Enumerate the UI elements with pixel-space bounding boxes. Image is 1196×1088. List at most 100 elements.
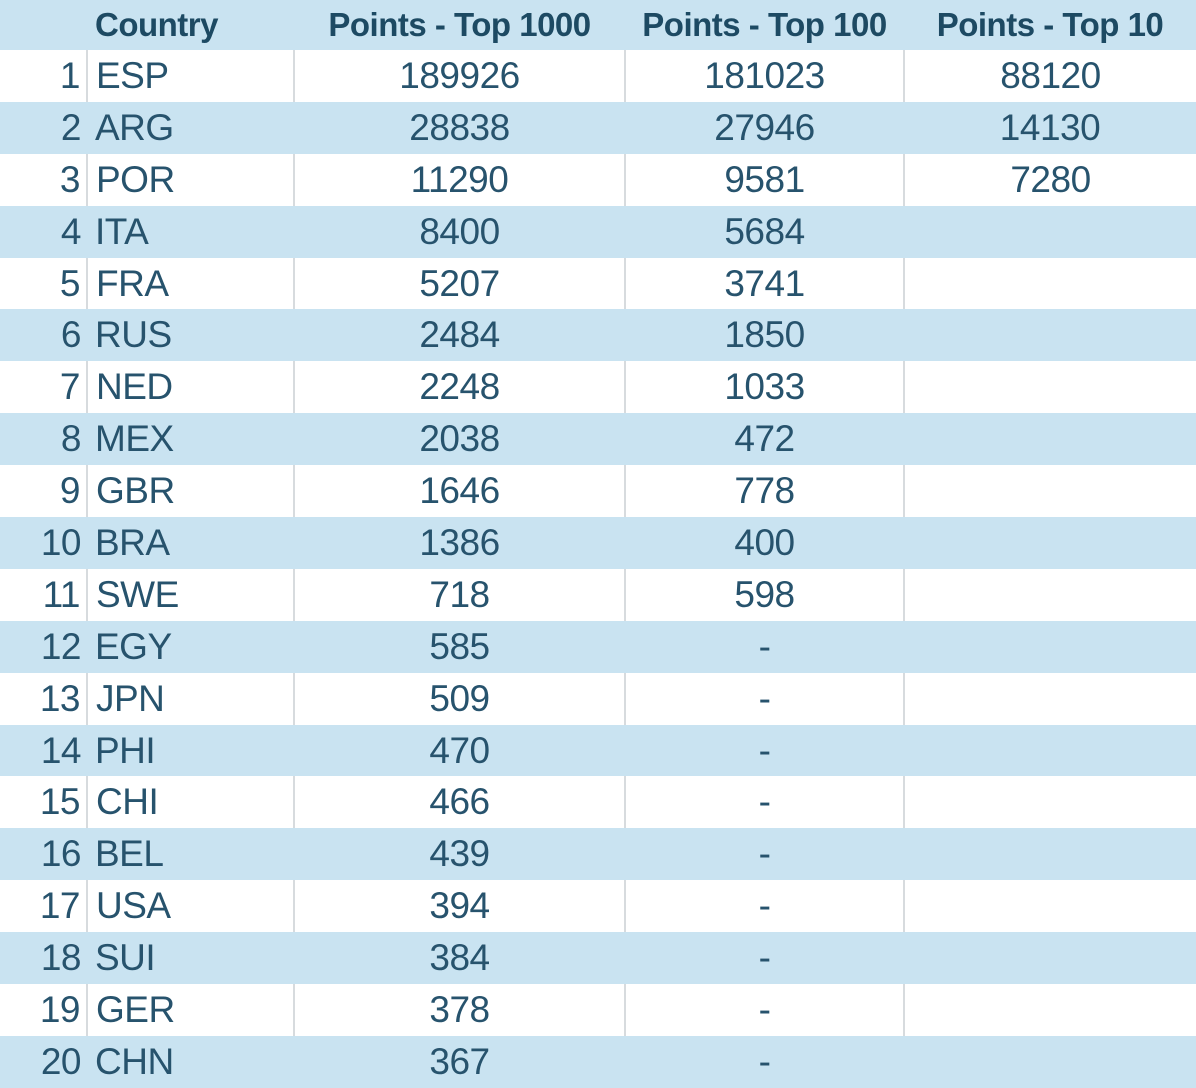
rank-cell: 5 [59, 262, 81, 304]
table-header: Country Points - Top 1000 Points - Top 1… [0, 0, 1196, 50]
points-top1000-cell: 189926 [293, 50, 625, 102]
points-top100-cell: - [758, 625, 771, 667]
rank-cell: 9 [59, 470, 81, 512]
points-top1000-cell: 718 [293, 568, 625, 621]
rank-cell: 15 [39, 781, 81, 823]
points-top1000-cell: 439 [429, 833, 490, 875]
rank-cell: 6 [60, 314, 82, 356]
points-top10-cell [903, 984, 1196, 1036]
header-points-top10: Points - Top 10 [936, 6, 1164, 43]
table-row: 10 BRA 1386 400 [0, 517, 1196, 569]
table-row: 14 PHI 470 - [0, 724, 1196, 777]
table-row: 12 EGY 585 - [0, 620, 1196, 673]
points-top1000-cell: 1386 [419, 521, 500, 563]
header-country: Country [95, 6, 219, 43]
rank-cell: 11 [42, 573, 81, 615]
country-cell: ITA [95, 210, 149, 252]
points-top100-cell: - [758, 937, 771, 979]
rank-cell: 4 [60, 210, 82, 252]
points-top1000-cell: 2248 [293, 361, 625, 414]
table-row: 19 GER 378- [0, 984, 1196, 1036]
points-top100-cell: 778 [624, 465, 904, 518]
rank-cell: 7 [59, 366, 81, 408]
points-top100-cell: 1033 [624, 361, 904, 414]
table-row: 3 POR 11290 9581 7280 [0, 153, 1196, 206]
points-top100-cell: - [758, 1040, 771, 1082]
country-cell: SUI [95, 937, 156, 979]
points-top10-cell [904, 1036, 1196, 1088]
rank-cell: 19 [39, 988, 81, 1030]
country-cell: POR [86, 153, 294, 206]
country-cell: NED [86, 361, 294, 414]
rank-cell: 2 [60, 106, 82, 148]
rank-cell: 14 [40, 729, 82, 771]
points-top1000-cell: 11290 [293, 153, 625, 206]
points-top10-cell [904, 725, 1196, 777]
table-row: 18 SUI 384 - [0, 932, 1196, 985]
points-top1000-cell: 394 [293, 880, 625, 933]
country-cell: PHI [95, 729, 156, 771]
points-top10-cell [904, 932, 1196, 984]
points-top10-cell [904, 517, 1196, 569]
table-row: 6 RUS 2484 1850 [0, 309, 1196, 362]
points-top10-cell [903, 672, 1196, 725]
table-row: 4 ITA 8400 5684 [0, 205, 1196, 258]
rank-cell: 17 [39, 885, 81, 927]
points-top1000-cell: 2038 [419, 418, 500, 460]
country-cell: BRA [95, 521, 170, 563]
points-top1000-cell: 28838 [409, 106, 510, 148]
rank-cell: 16 [40, 833, 82, 875]
country-cell: ARG [95, 106, 174, 148]
header-points-top1000: Points - Top 1000 [328, 6, 591, 43]
country-cell: FRA [86, 257, 294, 310]
rank-cell: 8 [60, 418, 82, 460]
points-top100-cell: - [758, 833, 771, 875]
points-top10-cell [904, 828, 1196, 880]
points-top1000-cell: 1646 [293, 465, 625, 518]
points-top100-cell: - [624, 776, 904, 829]
points-top100-cell: - [624, 880, 904, 933]
rank-cell: 10 [40, 521, 82, 563]
rank-cell: 13 [39, 677, 81, 719]
country-cell: CHI [86, 776, 294, 829]
points-top100-cell: 27946 [714, 106, 815, 148]
points-top100-cell: 5684 [724, 210, 805, 252]
country-cell: GBR [86, 465, 294, 518]
points-top100-cell: 400 [734, 521, 795, 563]
points-top1000-cell: 8400 [419, 210, 500, 252]
points-top1000-cell: 509 [293, 672, 625, 725]
points-top100-cell: - [624, 672, 904, 725]
rank-cell: 3 [59, 158, 81, 200]
points-top1000-cell: 384 [429, 937, 490, 979]
points-top100-cell: 472 [734, 418, 795, 460]
header-rank [0, 0, 87, 50]
points-top10-cell [903, 361, 1196, 414]
table-row: 9 GBR 1646 778 [0, 465, 1196, 518]
points-top10-cell [904, 413, 1196, 465]
points-top1000-cell: 367 [429, 1040, 490, 1082]
country-cell: USA [86, 880, 294, 933]
table-row: 7 NED 2248 1033 [0, 361, 1196, 414]
points-top1000-cell: 378 [293, 984, 625, 1036]
points-top100-cell: 9581 [624, 153, 904, 206]
table-body: 1 ESP 189926 181023 88120 2 ARG 28838 27946 14130… [0, 50, 1196, 1088]
points-top100-cell: 1850 [724, 314, 805, 356]
table-row: 17 USA 394- [0, 880, 1196, 933]
table-row: 1 ESP 189926 181023 88120 [0, 50, 1196, 102]
rank-cell: 1 [59, 54, 81, 96]
table-row: 2 ARG 28838 27946 14130 [0, 101, 1196, 154]
table-row: 11 SWE 718 598 [0, 568, 1196, 621]
points-top10-cell [904, 621, 1196, 673]
rank-cell: 18 [40, 937, 82, 979]
table-row: 13 JPN 509- [0, 672, 1196, 725]
table-row: 20 CHN 367 - [0, 1035, 1196, 1088]
points-top1000-cell: 5207 [293, 257, 625, 310]
points-top10-cell [903, 257, 1196, 310]
country-cell: MEX [95, 418, 174, 460]
table-row: 8 MEX 2038 472 [0, 413, 1196, 466]
points-top1000-cell: 470 [429, 729, 490, 771]
points-top10-cell: 14130 [999, 106, 1101, 148]
country-cell: ESP [86, 50, 294, 102]
points-top10-cell [903, 776, 1196, 829]
